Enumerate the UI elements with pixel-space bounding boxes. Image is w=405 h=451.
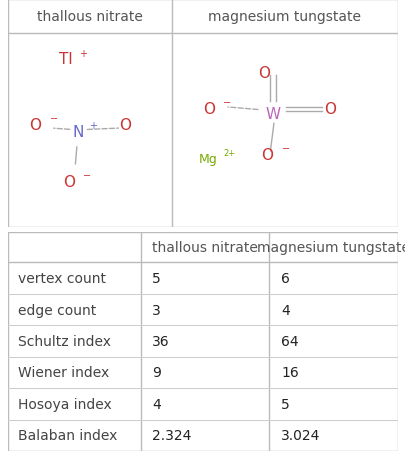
Text: magnesium tungstate: magnesium tungstate: [208, 10, 360, 24]
Text: Balaban index: Balaban index: [18, 428, 117, 442]
Text: 9: 9: [152, 366, 161, 380]
Text: 16: 16: [280, 366, 298, 380]
Text: 2+: 2+: [223, 148, 235, 157]
Text: magnesium tungstate: magnesium tungstate: [256, 240, 405, 254]
Text: 5: 5: [152, 272, 161, 285]
Text: O: O: [119, 118, 131, 133]
Text: −: −: [83, 171, 91, 181]
Text: O: O: [30, 118, 41, 133]
Text: Hosoya index: Hosoya index: [18, 397, 111, 411]
Text: 4: 4: [280, 303, 289, 317]
Text: Mg: Mg: [198, 153, 217, 166]
Text: Tl: Tl: [59, 52, 72, 67]
Text: O: O: [258, 65, 270, 80]
Text: O: O: [261, 147, 273, 162]
Text: W: W: [265, 106, 280, 121]
Text: −: −: [50, 114, 58, 124]
Text: 2.324: 2.324: [152, 428, 191, 442]
Text: edge count: edge count: [18, 303, 96, 317]
Text: 5: 5: [280, 397, 289, 411]
Text: 3: 3: [152, 303, 161, 317]
Text: −: −: [223, 98, 231, 108]
Text: −: −: [281, 143, 289, 153]
Text: O: O: [323, 102, 335, 117]
Text: 6: 6: [280, 272, 289, 285]
Text: vertex count: vertex count: [18, 272, 106, 285]
Text: thallous nitrate: thallous nitrate: [37, 10, 143, 24]
Text: +: +: [79, 49, 87, 59]
Text: Schultz index: Schultz index: [18, 334, 111, 348]
Text: +: +: [89, 121, 97, 131]
Text: thallous nitrate: thallous nitrate: [151, 240, 257, 254]
Text: O: O: [202, 102, 215, 117]
Text: 64: 64: [280, 334, 298, 348]
Text: O: O: [62, 175, 75, 190]
Text: 4: 4: [152, 397, 161, 411]
Text: Wiener index: Wiener index: [18, 366, 109, 380]
Text: 3.024: 3.024: [280, 428, 320, 442]
Text: N: N: [72, 124, 84, 139]
Text: 36: 36: [152, 334, 170, 348]
